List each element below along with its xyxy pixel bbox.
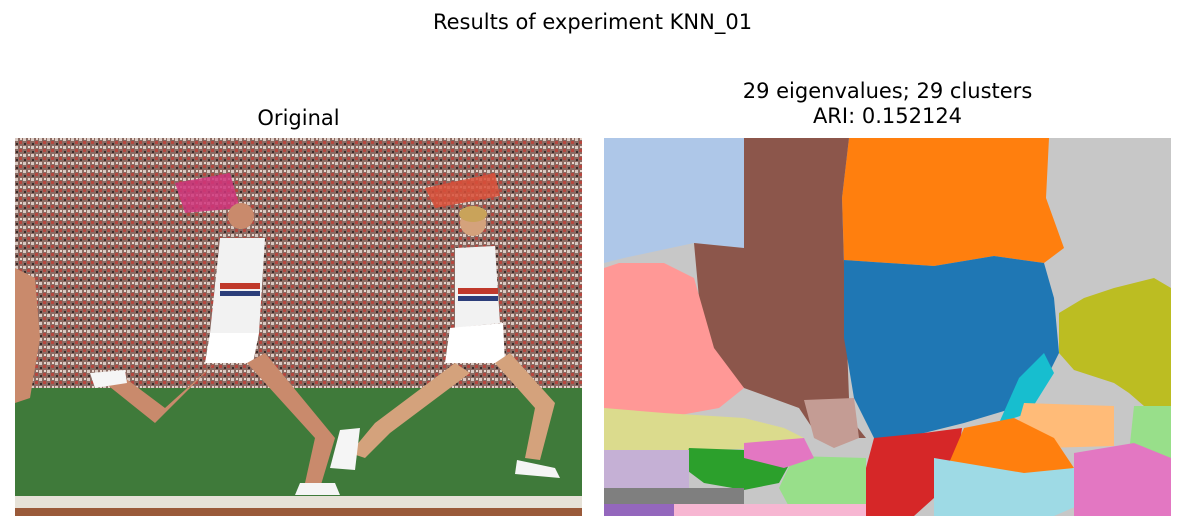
segment-blue [844,256,1059,438]
track-surface [15,508,582,516]
segment-light-red [604,263,744,418]
runner-left [90,203,340,495]
segmentation-map [604,138,1171,516]
segment-cyan [999,353,1054,423]
pink-flag [175,173,240,213]
segment-olive [1059,278,1171,406]
segment-light-pink [674,504,866,516]
segmentation-panel-title: 29 eigenvalues; 29 clusters ARI: 0.15212… [604,79,1171,129]
segment-orange [842,138,1064,266]
runner-edge-arm [15,268,40,403]
segment-pink [1074,443,1171,516]
track-line [15,496,582,508]
segment-purple [604,504,674,516]
segment-light-brown [804,398,859,448]
segmentation-title-line1: 29 eigenvalues; 29 clusters [742,79,1033,103]
segment-brown [694,138,866,438]
segment-light-cyan [934,458,1084,516]
runner-right [330,206,560,478]
red-flag [425,173,500,208]
segment-light-green-lower [779,456,866,516]
figure-suptitle: Results of experiment KNN_01 [432,10,753,34]
segmentation-title-line2: ARI: 0.152124 [812,104,963,128]
original-panel-title: Original [257,106,340,130]
segment-pink-mid [744,438,814,468]
segment-red [866,428,962,516]
segment-light-blue [604,138,744,263]
original-photo [15,138,582,516]
segment-light-olive [604,408,804,450]
segment-dark-gray [604,488,744,504]
segment-light-green [1129,406,1171,458]
